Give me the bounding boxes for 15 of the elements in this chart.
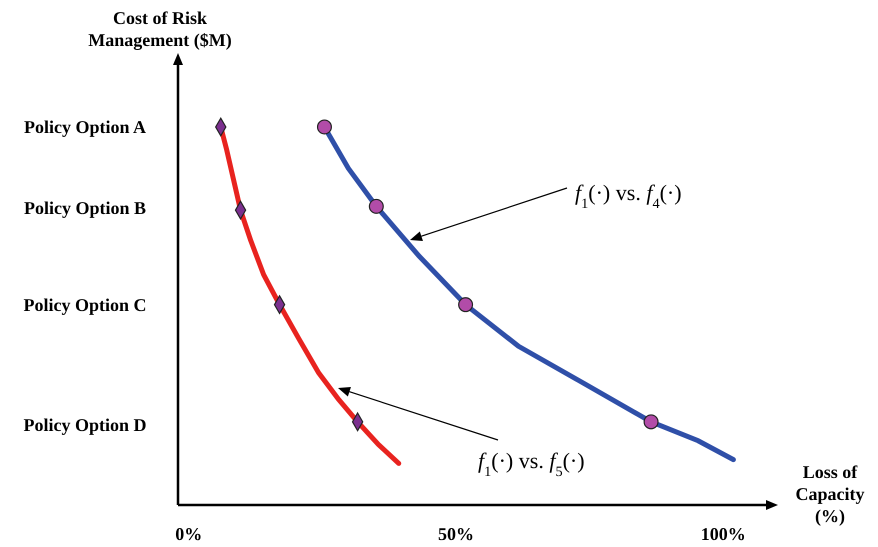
text: Policy Option A — [24, 117, 146, 137]
y-axis-title: Cost of Risk Management ($M) — [88, 8, 232, 50]
text: Policy Option C — [23, 295, 147, 315]
x-tick-label: 100% — [700, 524, 746, 544]
x-axis-title: Loss of Capacity (%) — [796, 462, 864, 526]
point — [368, 198, 384, 214]
annotation: f$_{1}$(·) vs. f$_{5}$(·) — [478, 448, 585, 480]
x-tick-label: 50% — [438, 524, 474, 544]
x-tick-label: 0% — [175, 524, 202, 544]
annotation: f$_{1}$(·) vs. f$_{4}$(·) — [575, 180, 682, 212]
text: Policy Option B — [24, 198, 146, 218]
point — [644, 414, 659, 430]
text: Policy Option D — [23, 415, 147, 435]
point — [316, 119, 332, 134]
point — [458, 297, 474, 312]
